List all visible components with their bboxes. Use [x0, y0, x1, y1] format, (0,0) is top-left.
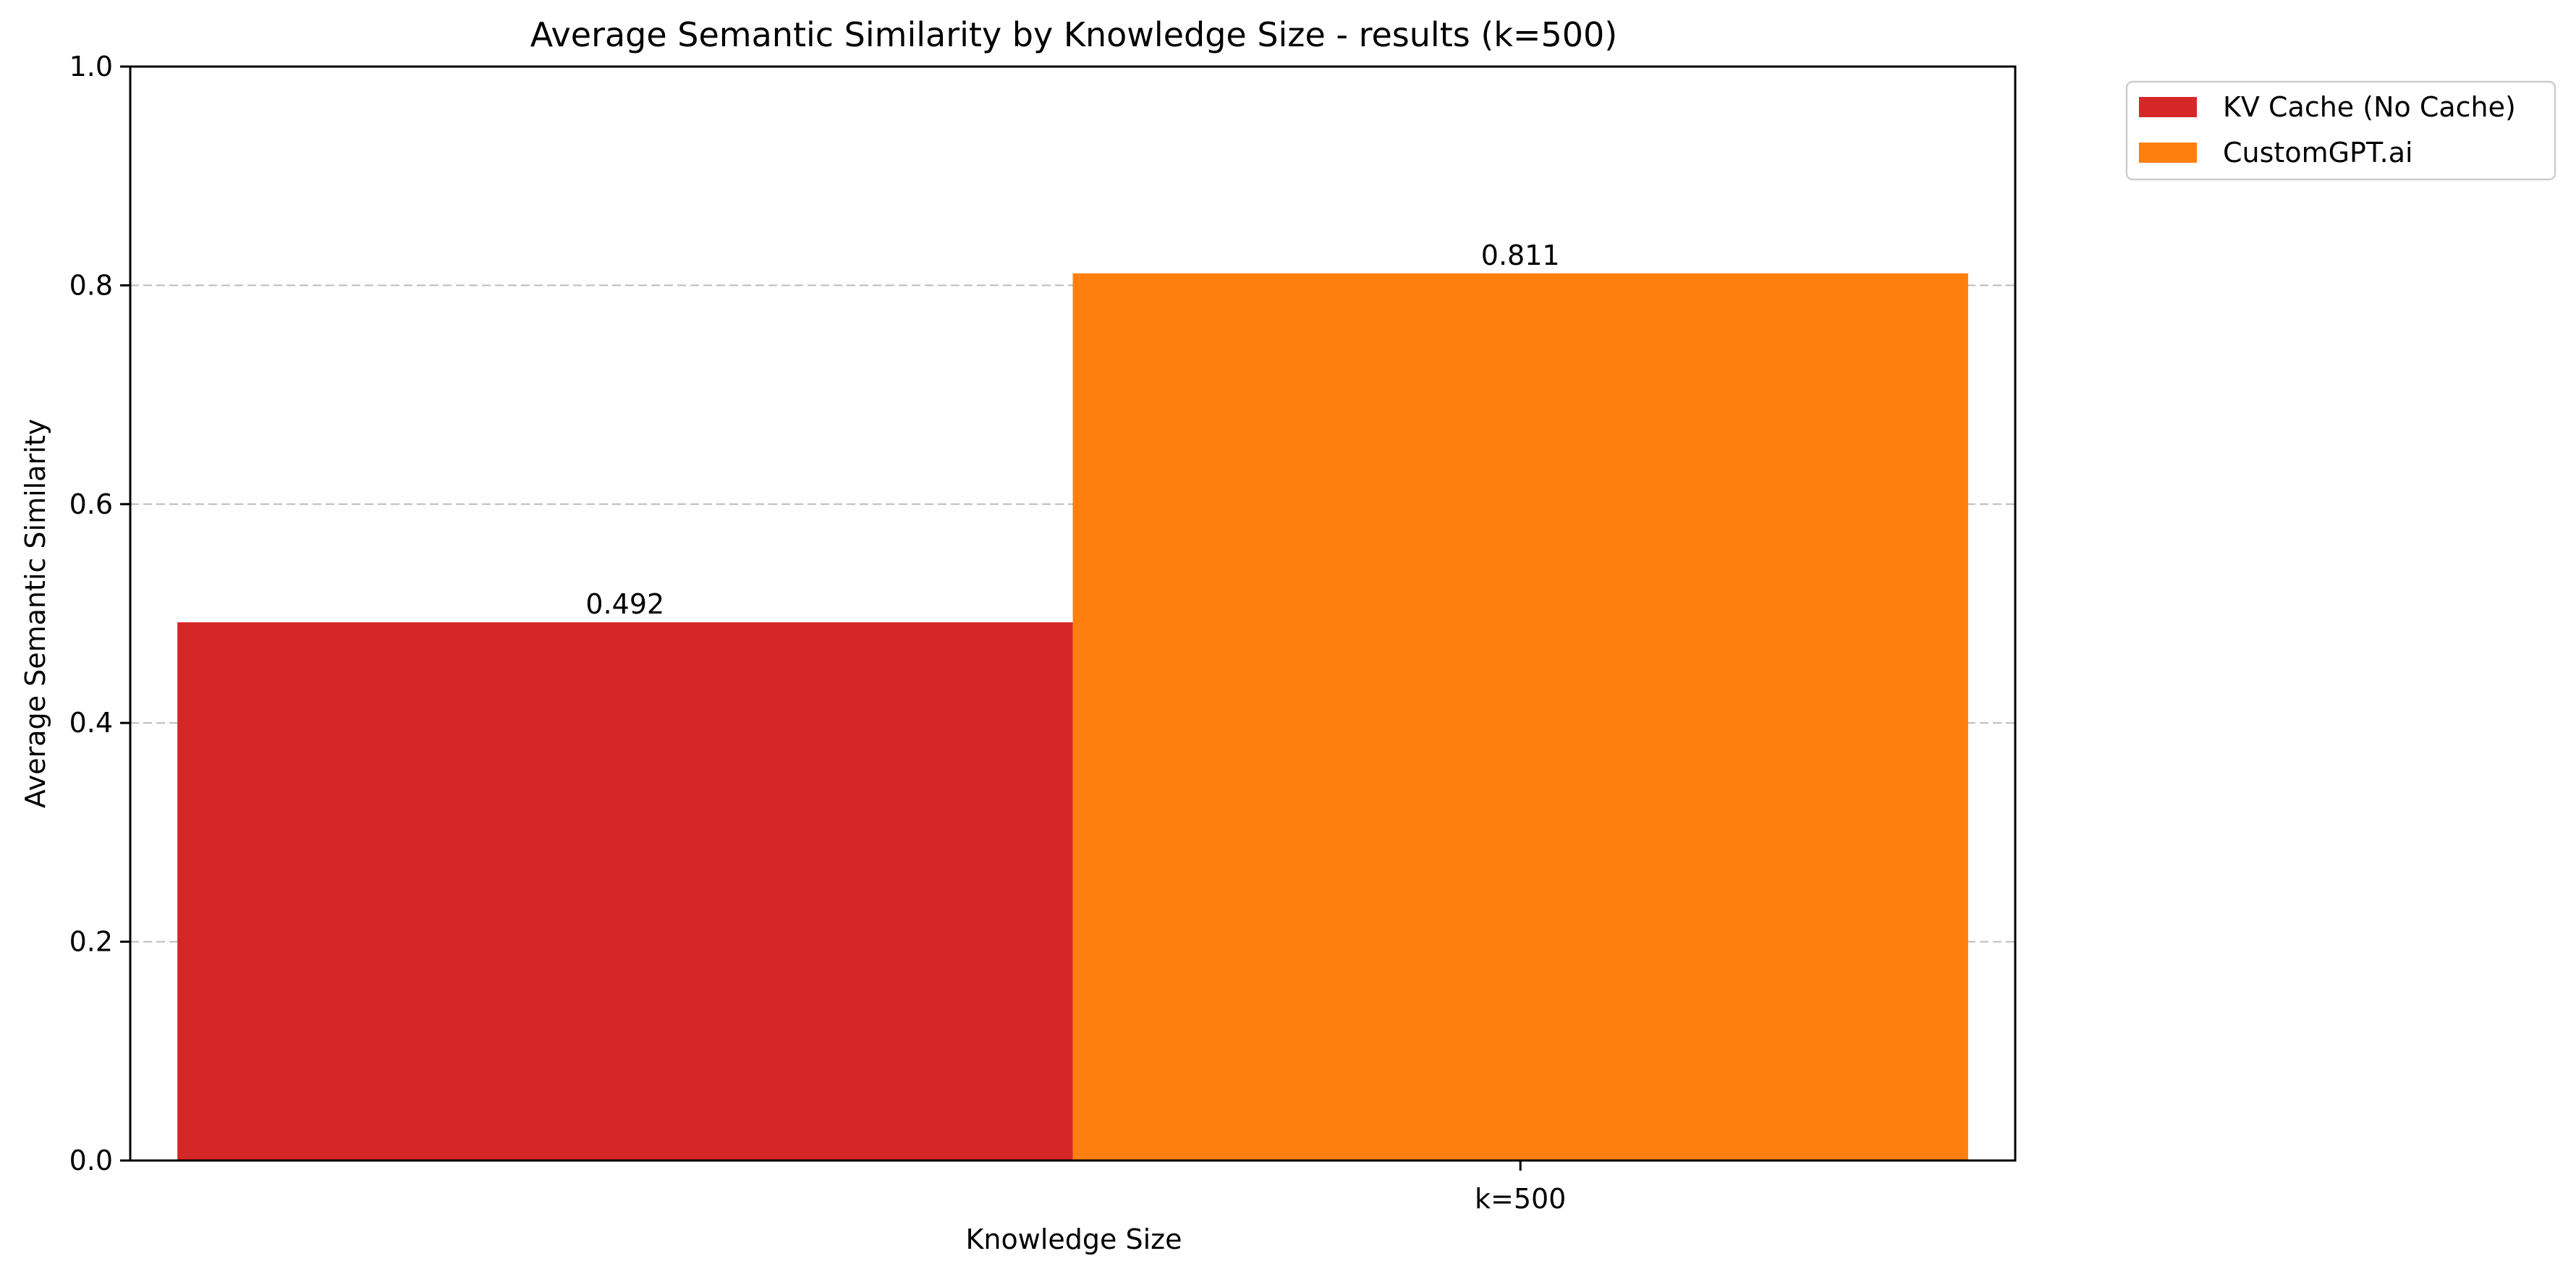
- y-tick-label: 0.4: [69, 707, 113, 739]
- y-tick-label: 1.0: [69, 51, 113, 82]
- y-tick-label: 0.2: [69, 926, 113, 958]
- x-axis: k=500: [1475, 1161, 1566, 1215]
- bar-kv-cache: [177, 622, 1073, 1161]
- legend-swatch: [2139, 143, 2197, 163]
- y-tick-label: 0.6: [69, 488, 113, 520]
- y-axis-label: Average Semantic Similarity: [20, 419, 51, 808]
- bar-value-label: 0.492: [585, 588, 664, 620]
- plot-frame: [129, 65, 2017, 1162]
- bar-value-label: 0.811: [1481, 239, 1560, 271]
- data-labels: 0.492 0.811: [585, 239, 1559, 620]
- legend-box: [2125, 80, 2556, 181]
- y-axis: 0.0 0.2 0.4 0.6 0.8 1.0: [69, 51, 130, 1176]
- x-tick-label: k=500: [1475, 1183, 1566, 1215]
- chart-title: Average Semantic Similarity by Knowledge…: [530, 15, 1617, 54]
- bar-customgpt: [1072, 273, 1968, 1161]
- bars: [177, 273, 1968, 1161]
- y-tick-label: 0.8: [69, 269, 113, 301]
- x-axis-label: Knowledge Size: [966, 1223, 1182, 1255]
- legend-swatch: [2139, 97, 2197, 117]
- legend-items: KV Cache (No Cache) CustomGPT.ai: [2139, 91, 2516, 169]
- y-tick-label: 0.0: [69, 1145, 113, 1176]
- legend-label: CustomGPT.ai: [2223, 137, 2413, 169]
- legend-label: KV Cache (No Cache): [2223, 91, 2516, 123]
- legend: KV Cache (No Cache) CustomGPT.ai: [2125, 80, 2556, 181]
